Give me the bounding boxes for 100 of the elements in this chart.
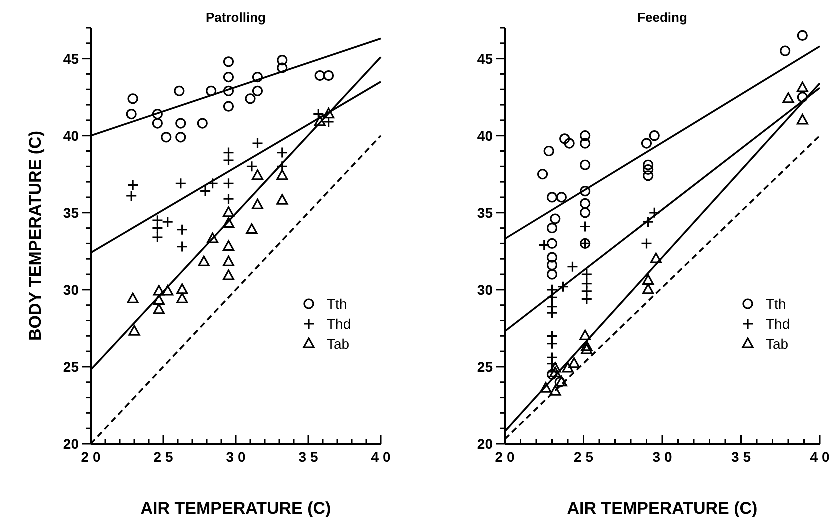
point (580, 160, 591, 170)
x-tick-label: 25 (574, 449, 598, 465)
point (152, 214, 164, 226)
point (252, 198, 264, 210)
point (546, 369, 558, 380)
y-tick-label: 25 (477, 358, 494, 375)
point (323, 108, 335, 119)
point (796, 114, 808, 125)
point (276, 147, 288, 159)
legend-label: Tth (766, 296, 786, 312)
point (648, 207, 660, 219)
point (324, 70, 334, 82)
point (546, 260, 558, 271)
point (314, 70, 326, 82)
point (223, 101, 234, 112)
point (153, 304, 165, 314)
point (641, 138, 652, 149)
point (780, 46, 791, 56)
x-tick-label: 30 (652, 449, 676, 465)
point (557, 281, 570, 293)
point (544, 146, 554, 157)
point (246, 224, 258, 234)
point (277, 62, 288, 74)
y-tick-label: 35 (63, 204, 80, 221)
point (222, 206, 235, 218)
point (162, 285, 174, 296)
point (252, 72, 264, 83)
point (642, 274, 654, 285)
point (206, 86, 217, 96)
point (176, 224, 188, 236)
point (245, 94, 256, 104)
point (550, 362, 562, 373)
y-tick-label: 30 (477, 282, 494, 298)
point (580, 330, 592, 340)
point (580, 198, 591, 209)
chart-title: Feeding (638, 10, 688, 25)
x-tick-label: 35 (731, 449, 756, 465)
point (200, 186, 212, 198)
point (546, 358, 558, 370)
point (642, 216, 654, 228)
point (176, 284, 188, 294)
point (153, 294, 165, 306)
point (568, 358, 580, 368)
point (649, 130, 660, 142)
point (246, 160, 258, 172)
point (580, 130, 591, 142)
point (546, 292, 558, 304)
point (162, 216, 174, 228)
point (152, 222, 164, 234)
point (222, 256, 235, 266)
legend-label: Tab (327, 336, 350, 352)
x-tick-label: 40 (371, 449, 395, 465)
point (546, 238, 558, 250)
x-tick-label: 20 (81, 449, 105, 465)
point (127, 179, 139, 191)
point (252, 138, 264, 150)
point (128, 325, 140, 336)
point (546, 307, 558, 319)
point (176, 132, 186, 143)
point (176, 240, 188, 253)
point (538, 169, 548, 180)
point (581, 268, 593, 280)
point (581, 293, 593, 305)
y-tick-label: 20 (477, 436, 494, 452)
point (538, 239, 550, 252)
point (222, 178, 235, 190)
point (546, 269, 558, 280)
point (126, 108, 137, 120)
point (797, 92, 808, 103)
y-tick-label: 40 (63, 128, 80, 144)
point (580, 208, 591, 218)
y-tick-label: 20 (63, 436, 80, 452)
point (796, 82, 808, 92)
point (643, 170, 654, 182)
point (175, 178, 187, 190)
y-tick-label: 40 (477, 128, 494, 144)
point (198, 256, 210, 266)
point (222, 217, 235, 228)
point (128, 94, 138, 104)
y-tick-label: 35 (477, 204, 494, 221)
x-tick-label: 25 (154, 449, 178, 465)
legend-label: Thd (327, 316, 352, 332)
point (540, 382, 552, 393)
y-tick-label: 30 (63, 282, 80, 298)
point (564, 138, 575, 149)
point (550, 214, 561, 224)
point (650, 252, 662, 264)
point (161, 132, 172, 143)
point (556, 192, 567, 203)
point (546, 192, 558, 203)
point (580, 220, 592, 233)
point (642, 284, 654, 294)
point (546, 338, 558, 350)
chart-title: Patrolling (206, 10, 266, 25)
point (276, 194, 288, 205)
point (223, 72, 234, 83)
point (152, 232, 164, 244)
point (782, 92, 794, 104)
y-tick-label: 45 (63, 50, 80, 67)
point (546, 252, 558, 263)
